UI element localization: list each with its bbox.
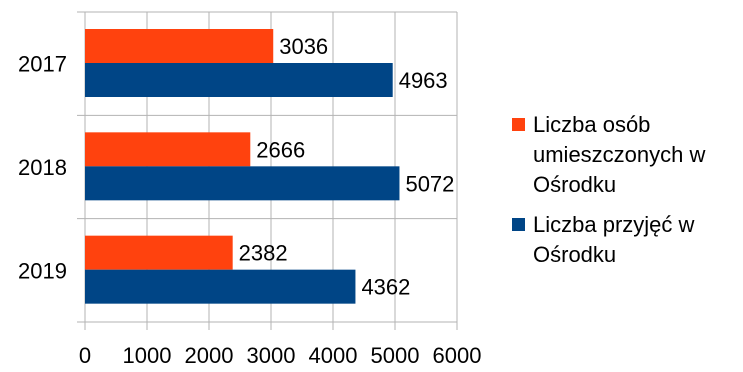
x-tick-labels: 0 1000 2000 3000 4000 5000 6000 [79,343,482,368]
data-label-2018-series-1: 5072 [405,171,454,196]
x-tick-label-3000: 3000 [247,343,296,367]
legend-swatch-0 [512,118,525,131]
category-labels: 2017 2018 2019 [18,52,67,284]
bar-2018-series-1 [85,166,400,201]
bar-2019-series-1 [85,269,356,304]
x-tick-label-4000: 4000 [309,343,358,367]
data-label-2017-series-0: 3036 [279,34,328,59]
x-tick-label-1000: 1000 [123,343,172,367]
bar-2019-series-0 [85,235,233,270]
bar-2017-series-1 [85,63,393,97]
data-label-2019-series-0: 2382 [239,241,288,266]
axes [77,11,458,330]
data-label-2019-series-1: 4362 [361,275,410,300]
bar-2018-series-0 [85,132,251,167]
category-label-2018: 2018 [18,155,67,180]
x-tick-label-0: 0 [79,343,91,367]
legend-label-0: Liczba osób umieszczonych w Ośrodku [533,112,706,197]
data-label-2017-series-1: 4963 [399,68,448,93]
legend-label-1: Liczba przyjęć w Ośrodku [533,212,695,267]
category-label-2017: 2017 [18,52,67,77]
data-label-2018-series-0: 2666 [256,137,305,162]
x-tick-label-5000: 5000 [371,343,420,367]
category-label-2019: 2019 [18,258,67,283]
x-tick-label-2000: 2000 [185,343,234,367]
legend-swatch-1 [512,218,525,231]
bars [85,29,400,304]
x-tick-label-6000: 6000 [433,343,482,367]
legend: Liczba osób umieszczonych w Ośrodku Liczba … [512,112,706,267]
bar-2017-series-0 [85,29,274,63]
data-labels: 3036 4963 2666 5072 2382 4362 [239,34,455,300]
